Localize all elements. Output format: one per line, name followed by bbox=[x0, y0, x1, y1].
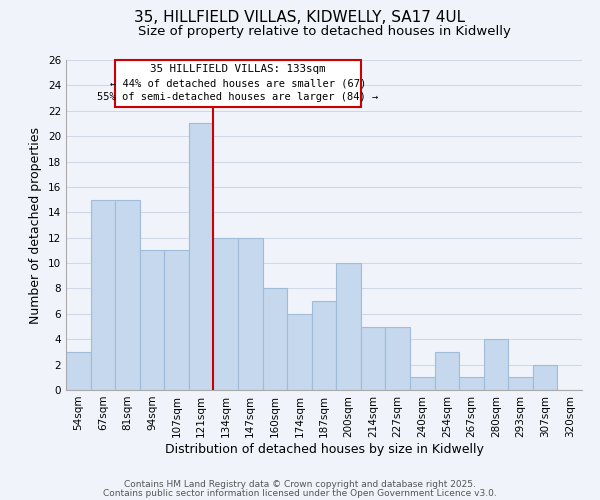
Bar bbox=[140, 250, 164, 390]
Text: Contains HM Land Registry data © Crown copyright and database right 2025.: Contains HM Land Registry data © Crown c… bbox=[124, 480, 476, 489]
Title: Size of property relative to detached houses in Kidwelly: Size of property relative to detached ho… bbox=[137, 25, 511, 38]
Bar bbox=[263, 288, 287, 390]
Bar bbox=[434, 352, 459, 390]
Bar bbox=[459, 378, 484, 390]
Y-axis label: Number of detached properties: Number of detached properties bbox=[29, 126, 43, 324]
Bar bbox=[385, 326, 410, 390]
Bar bbox=[214, 238, 238, 390]
Text: ← 44% of detached houses are smaller (67): ← 44% of detached houses are smaller (67… bbox=[110, 78, 366, 88]
Bar bbox=[287, 314, 312, 390]
Bar bbox=[484, 339, 508, 390]
Bar bbox=[336, 263, 361, 390]
X-axis label: Distribution of detached houses by size in Kidwelly: Distribution of detached houses by size … bbox=[164, 442, 484, 456]
Bar bbox=[164, 250, 189, 390]
Bar bbox=[410, 378, 434, 390]
Bar bbox=[533, 364, 557, 390]
Bar bbox=[91, 200, 115, 390]
Bar bbox=[238, 238, 263, 390]
Text: 35, HILLFIELD VILLAS, KIDWELLY, SA17 4UL: 35, HILLFIELD VILLAS, KIDWELLY, SA17 4UL bbox=[134, 10, 466, 25]
Bar bbox=[361, 326, 385, 390]
Bar bbox=[66, 352, 91, 390]
Bar bbox=[508, 378, 533, 390]
Text: 55% of semi-detached houses are larger (84) →: 55% of semi-detached houses are larger (… bbox=[97, 92, 379, 102]
FancyBboxPatch shape bbox=[115, 60, 361, 107]
Text: Contains public sector information licensed under the Open Government Licence v3: Contains public sector information licen… bbox=[103, 489, 497, 498]
Bar bbox=[115, 200, 140, 390]
Bar bbox=[189, 124, 214, 390]
Text: 35 HILLFIELD VILLAS: 133sqm: 35 HILLFIELD VILLAS: 133sqm bbox=[150, 64, 326, 74]
Bar bbox=[312, 301, 336, 390]
